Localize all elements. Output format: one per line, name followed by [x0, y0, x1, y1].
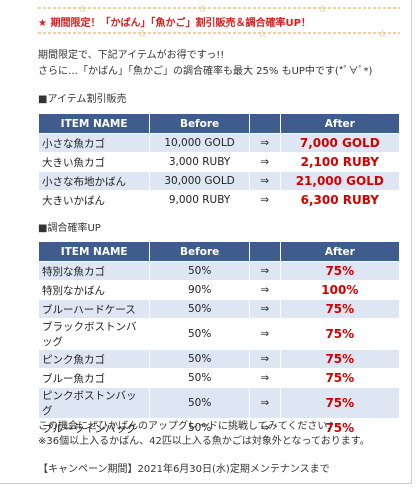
column-header — [248, 113, 281, 134]
table-cell: 大きい魚カゴ — [37, 152, 151, 172]
table-cell: ⇒ — [248, 280, 281, 300]
table-cell: 50% — [149, 318, 250, 350]
table-cell: 小さな布地かばん — [37, 171, 151, 191]
table-row: 小さな魚カゴ 10,000 GOLD ⇒ 7,000 GOLD — [37, 133, 401, 153]
table-cell: ⇒ — [248, 387, 281, 419]
intro: さらに…「かばん」「魚かご」の調合確率も最大 25% もUP中です(*ﾟ∀ﾟ*) — [38, 66, 373, 77]
svg-text:☆: ☆ — [318, 4, 327, 13]
intro: 期間限定で、下記アイテムがお得ですっ!! — [38, 50, 225, 61]
table-cell: ブルーラインバッグ — [37, 418, 151, 438]
svg-text:☆: ☆ — [378, 29, 387, 38]
column-header: ITEM NAME — [37, 113, 151, 134]
table-cell: 50% — [149, 349, 250, 369]
table-cell: 特別な魚カゴ — [37, 261, 151, 281]
table-cell: ブルーハードケース — [37, 299, 151, 319]
column-header: After — [279, 241, 401, 262]
column-header: Before — [149, 241, 250, 262]
table-cell: 10,000 GOLD — [149, 133, 250, 153]
svg-text:☆: ☆ — [78, 4, 87, 13]
header-row: ITEM NAME Before After — [37, 241, 401, 262]
table-cell: 75% — [279, 349, 401, 369]
column-header: After — [279, 113, 401, 134]
heading: ■アイテム割引販売 — [38, 94, 127, 105]
page: ☆ ☆ ☆ ★ 期間限定！「かばん」「魚かご」割引販売＆調合確率UP！ ☆ ☆ ☆ 期間… — [0, 0, 412, 484]
table-cell: 大きいかばん — [37, 190, 151, 210]
table-cell: ピンク魚カゴ — [37, 349, 151, 369]
decoration: ☆ ☆ ☆ — [38, 4, 400, 13]
table-cell: 75% — [279, 299, 401, 319]
rate-table: ITEM NAME Before After 特別な魚カゴ 50% ⇒ 75% 特別なかばん 9… — [37, 241, 401, 438]
table-row: 大きい魚カゴ 3,000 RUBY ⇒ 2,100 RUBY — [37, 152, 401, 172]
table-cell: 75% — [279, 418, 401, 438]
table-cell: ⇒ — [248, 190, 281, 210]
table-cell: ⇒ — [248, 171, 281, 191]
table-cell: 7,000 GOLD — [279, 133, 401, 153]
footer: ※36個以上入るかばん、42匹以上入る魚かごは対象外となっております。 — [38, 436, 370, 447]
table-cell: ⇒ — [248, 133, 281, 153]
table-cell: ブラックボストンバッグ — [37, 318, 151, 350]
table-cell: 100% — [279, 280, 401, 300]
table-cell: ⇒ — [248, 152, 281, 172]
table-cell: 6,300 RUBY — [279, 190, 401, 210]
table-row: ブラックボストンバッグ 50% ⇒ 75% — [37, 318, 401, 350]
table-row: ピンク魚カゴ 50% ⇒ 75% — [37, 349, 401, 369]
table-cell: ⇒ — [248, 299, 281, 319]
svg-text:☆: ☆ — [258, 29, 267, 38]
table-cell: 50% — [149, 368, 250, 388]
table-cell: 50% — [149, 418, 250, 438]
table-row: ピンクボストンバッグ 50% ⇒ 75% — [37, 387, 401, 419]
table-cell: 75% — [279, 387, 401, 419]
table-cell: 75% — [279, 261, 401, 281]
table-cell: ⇒ — [248, 261, 281, 281]
svg-text:☆: ☆ — [138, 29, 147, 38]
table-cell: 2,100 RUBY — [279, 152, 401, 172]
table-row: 特別な魚カゴ 50% ⇒ 75% — [37, 261, 401, 281]
heading: ■調合確率UP — [38, 223, 101, 234]
table-row: 小さな布地かばん 30,000 GOLD ⇒ 21,000 GOLD — [37, 171, 401, 191]
column-header — [248, 241, 281, 262]
table-row: 特別なかばん 90% ⇒ 100% — [37, 280, 401, 300]
sale-table: ITEM NAME Before After 小さな魚カゴ 10,000 GOLD ⇒ 7,… — [37, 113, 401, 210]
table-cell: ⇒ — [248, 318, 281, 350]
table-cell: 90% — [149, 280, 250, 300]
table-row: ブルーラインバッグ 50% ⇒ 75% — [37, 418, 401, 438]
footer: この機会にぜひかばんのアップグレードに挑戦してみてください♪ — [38, 421, 334, 432]
svg-text:☆: ☆ — [198, 4, 207, 13]
table-cell: 9,000 RUBY — [149, 190, 250, 210]
table-cell: ⇒ — [248, 368, 281, 388]
table-cell: 3,000 RUBY — [149, 152, 250, 172]
table-cell: 75% — [279, 318, 401, 350]
decoration: ☆ ☆ ☆ — [38, 29, 400, 38]
table-cell: 21,000 GOLD — [279, 171, 401, 191]
table-cell: 75% — [279, 368, 401, 388]
table-cell: 50% — [149, 261, 250, 281]
footer: 【キャンペーン期間】2021年6月30日(水)定期メンテナンスまで — [38, 464, 330, 475]
table-row: ブルー魚カゴ 50% ⇒ 75% — [37, 368, 401, 388]
table-cell: ⇒ — [248, 418, 281, 438]
column-header: Before — [149, 113, 250, 134]
table-cell: ブルー魚カゴ — [37, 368, 151, 388]
table-cell: 小さな魚カゴ — [37, 133, 151, 153]
table-cell: 特別なかばん — [37, 280, 151, 300]
table-row: 大きいかばん 9,000 RUBY ⇒ 6,300 RUBY — [37, 190, 401, 210]
table-cell: 50% — [149, 387, 250, 419]
table-row: ブルーハードケース 50% ⇒ 75% — [37, 299, 401, 319]
table-cell: 50% — [149, 299, 250, 319]
header-row: ITEM NAME Before After — [37, 113, 401, 134]
table-cell: ⇒ — [248, 349, 281, 369]
table-cell: 30,000 GOLD — [149, 171, 250, 191]
title: ★ 期間限定！「かばん」「魚かご」割引販売＆調合確率UP！ — [38, 18, 311, 29]
table-cell: ピンクボストンバッグ — [37, 387, 151, 419]
column-header: ITEM NAME — [37, 241, 151, 262]
